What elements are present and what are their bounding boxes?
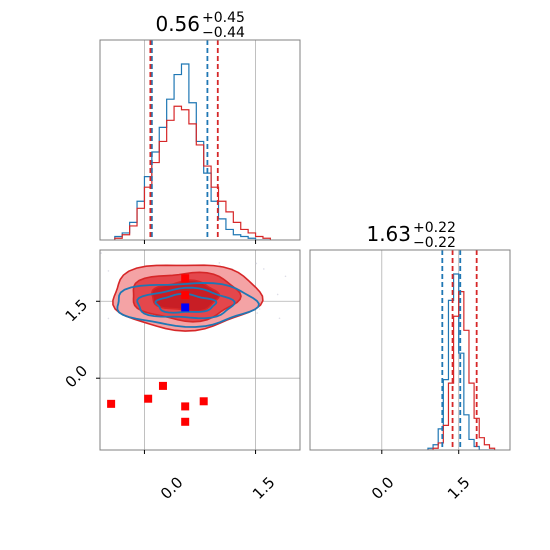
red-marker-3 bbox=[158, 381, 167, 390]
tick-label-joint-y-0: 0.0 bbox=[62, 362, 92, 392]
title-upper-param-2: +0.22 bbox=[413, 220, 456, 236]
panel-marginal-param-2: 1.63 +0.22 −0.22 0.0 1.5 bbox=[309, 220, 511, 503]
title-upper-param-1: +0.45 bbox=[202, 10, 245, 26]
joint-sample-point bbox=[262, 268, 265, 270]
param-2-hist-red bbox=[427, 291, 496, 450]
joint-sample-point bbox=[163, 246, 165, 248]
spine-param-1 bbox=[99, 39, 301, 241]
red-marker-0 bbox=[81, 405, 89, 413]
grid-lines-param-2 bbox=[381, 250, 460, 450]
title-median-param-1: 0.56 bbox=[155, 12, 200, 36]
ticks-param-2 bbox=[381, 450, 460, 454]
red-marker-6 bbox=[181, 417, 190, 426]
joint-sample-point bbox=[107, 270, 110, 272]
red-marker-2 bbox=[144, 394, 153, 403]
blue-marker-0 bbox=[181, 303, 190, 312]
joint-sample-point bbox=[258, 308, 261, 310]
red-marker-4 bbox=[181, 402, 190, 411]
joint-sample-point bbox=[107, 317, 110, 320]
red-marker-1 bbox=[107, 399, 116, 408]
blue-contour-middle bbox=[136, 286, 236, 320]
histograms-param-1 bbox=[114, 63, 271, 240]
joint-sample-point bbox=[100, 252, 103, 254]
red-marker-5 bbox=[199, 397, 208, 406]
panel-joint: 0.0 1.5 0.0 1.5 bbox=[62, 246, 345, 503]
joint-sample-point bbox=[276, 293, 279, 296]
quantile-lines-param-1 bbox=[149, 40, 219, 240]
joint-sample-point bbox=[278, 317, 281, 320]
param-1-hist-red bbox=[114, 105, 271, 240]
param-1-hist-blue bbox=[114, 63, 271, 240]
tick-label-joint-x-1: 1.5 bbox=[249, 473, 279, 503]
title-median-param-2: 1.63 bbox=[366, 222, 411, 246]
joint-sample-point bbox=[343, 290, 345, 292]
red-marker-8 bbox=[181, 274, 190, 283]
grid-lines-param-1 bbox=[144, 40, 256, 240]
joint-sample-point bbox=[284, 275, 287, 278]
ticks-joint bbox=[96, 300, 257, 454]
red-marker-7 bbox=[181, 291, 190, 300]
joint-sample-point bbox=[218, 262, 221, 264]
blue-contour-outer bbox=[116, 282, 260, 328]
tick-label-joint-x-0: 0.0 bbox=[157, 473, 187, 503]
spine-param-2 bbox=[309, 249, 511, 451]
joint-sample-point bbox=[256, 312, 258, 314]
quantile-lines-param-2 bbox=[441, 250, 478, 450]
tick-label-param-2-x-1: 1.5 bbox=[444, 473, 474, 503]
tick-label-joint-y-1: 1.5 bbox=[62, 296, 92, 326]
contours-joint bbox=[100, 246, 345, 332]
tick-label-param-2-x-0: 0.0 bbox=[368, 473, 398, 503]
joint-sample-point bbox=[255, 262, 258, 265]
blue-contour-inner bbox=[154, 292, 218, 314]
markers-joint bbox=[81, 274, 208, 426]
spine-joint bbox=[99, 249, 301, 451]
title-lower-param-2: −0.22 bbox=[413, 235, 456, 251]
panel-marginal-param-1: 0.56 +0.45 −0.44 bbox=[99, 10, 301, 244]
histograms-param-2 bbox=[427, 273, 496, 450]
title-lower-param-1: −0.44 bbox=[202, 25, 245, 41]
ticks-param-1 bbox=[143, 240, 257, 244]
param-2-hist-blue bbox=[427, 273, 495, 450]
